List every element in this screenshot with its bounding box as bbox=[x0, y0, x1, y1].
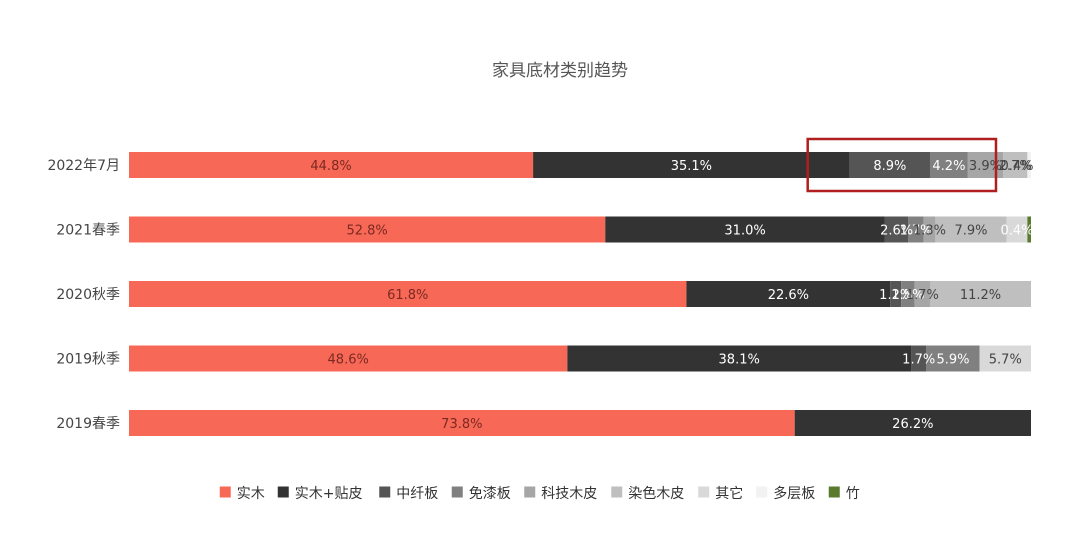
chart-title: 家具底材类别趋势 bbox=[492, 61, 628, 81]
data-label: 5.9% bbox=[936, 353, 969, 368]
highlight-layer bbox=[806, 137, 998, 193]
data-label: 5.7% bbox=[989, 353, 1022, 368]
legend-swatch bbox=[828, 486, 840, 498]
bar-segment bbox=[979, 345, 1031, 372]
bar-segment bbox=[686, 281, 891, 307]
data-label: 4.2% bbox=[932, 159, 965, 174]
data-label: 11.2% bbox=[960, 288, 1001, 303]
data-label: 1.7% bbox=[902, 353, 935, 368]
legend-label: 中纤板 bbox=[396, 486, 438, 502]
bar-segment bbox=[1006, 216, 1028, 243]
bar-segment bbox=[923, 216, 936, 243]
data-label: 7.9% bbox=[955, 224, 988, 239]
data-label: 2.7% bbox=[999, 159, 1032, 174]
bar-segment bbox=[926, 345, 980, 372]
data-label: 44.8% bbox=[310, 159, 351, 174]
data-label: 1.5% bbox=[891, 288, 924, 303]
bar-segment bbox=[129, 345, 568, 372]
bars-layer bbox=[129, 152, 1031, 436]
category-label: 2021春季 bbox=[56, 223, 120, 239]
legend-swatch bbox=[698, 486, 710, 498]
bar-segment bbox=[533, 152, 850, 178]
legend-label: 实木+贴皮 bbox=[295, 486, 363, 502]
bar-segment bbox=[929, 152, 968, 178]
data-label: 1.7% bbox=[906, 288, 939, 303]
bar-segment bbox=[794, 410, 1031, 436]
data-label: 31.0% bbox=[724, 224, 765, 239]
legend-label: 竹 bbox=[846, 486, 860, 502]
bar-segment bbox=[935, 216, 1007, 243]
data-label: 35.1% bbox=[671, 159, 712, 174]
bar-segment bbox=[129, 410, 795, 436]
category-label: 2020秋季 bbox=[56, 287, 120, 303]
bar-segment bbox=[901, 281, 915, 307]
data-label: 8.9% bbox=[873, 159, 906, 174]
data-label: 73.8% bbox=[441, 417, 482, 432]
bar-segment bbox=[884, 216, 909, 243]
data-label: 0.4% bbox=[1000, 224, 1033, 239]
bar-segment bbox=[929, 281, 1031, 307]
legend-swatch bbox=[277, 486, 289, 498]
bar-segment bbox=[908, 216, 924, 243]
bar-segment bbox=[1003, 152, 1028, 178]
legend-swatch bbox=[611, 486, 623, 498]
category-label: 2019春季 bbox=[56, 416, 120, 432]
legend: 实木 实木+贴皮 中纤板 免漆板 科技木皮 染色木皮 其它 多层板 竹 bbox=[219, 485, 860, 502]
legend-swatch bbox=[219, 486, 231, 498]
bar-segment bbox=[890, 281, 902, 307]
category-label: 2022年7月 bbox=[47, 158, 120, 174]
bar-segment bbox=[914, 281, 930, 307]
data-label: 0.4% bbox=[1000, 159, 1033, 174]
highlight-box bbox=[806, 137, 998, 193]
bar-segment bbox=[1027, 216, 1031, 243]
data-label: 52.8% bbox=[346, 224, 387, 239]
data-label: 3.9% bbox=[969, 159, 1002, 174]
bar-segment bbox=[129, 281, 687, 307]
bar-segment bbox=[129, 216, 606, 243]
legend-label: 科技木皮 bbox=[541, 486, 597, 502]
data-label: 2.6% bbox=[880, 224, 913, 239]
bar-segment bbox=[567, 345, 912, 372]
legend-swatch bbox=[756, 486, 768, 498]
category-label: 2019秋季 bbox=[56, 352, 120, 368]
data-label: 1.2% bbox=[879, 288, 912, 303]
legend-label: 多层板 bbox=[773, 485, 815, 502]
data-label: 61.8% bbox=[387, 288, 428, 303]
bar-segment bbox=[1027, 152, 1031, 178]
bar-segment bbox=[605, 216, 885, 243]
data-label: 22.6% bbox=[768, 288, 809, 303]
bar-segment bbox=[849, 152, 930, 178]
data-label: 26.2% bbox=[892, 417, 933, 432]
data-label: 48.6% bbox=[328, 353, 369, 368]
data-label: 1.3% bbox=[913, 224, 946, 239]
legend-swatch bbox=[524, 486, 536, 498]
labels-layer: 2022年7月 44.8% 35.1% 8.9% 4.2% 3.9%2.7%0.4%202… bbox=[47, 158, 1033, 432]
legend-swatch bbox=[379, 486, 391, 498]
data-label: 38.1% bbox=[719, 353, 760, 368]
legend-swatch bbox=[451, 486, 463, 498]
bar-segment bbox=[911, 345, 927, 372]
legend-label: 免漆板 bbox=[469, 486, 511, 502]
legend-label: 其它 bbox=[715, 485, 743, 502]
bar-segment bbox=[129, 152, 534, 178]
data-label: 1.7% bbox=[899, 224, 932, 239]
legend-label: 实木 bbox=[237, 486, 265, 502]
legend-label: 染色木皮 bbox=[628, 485, 684, 502]
